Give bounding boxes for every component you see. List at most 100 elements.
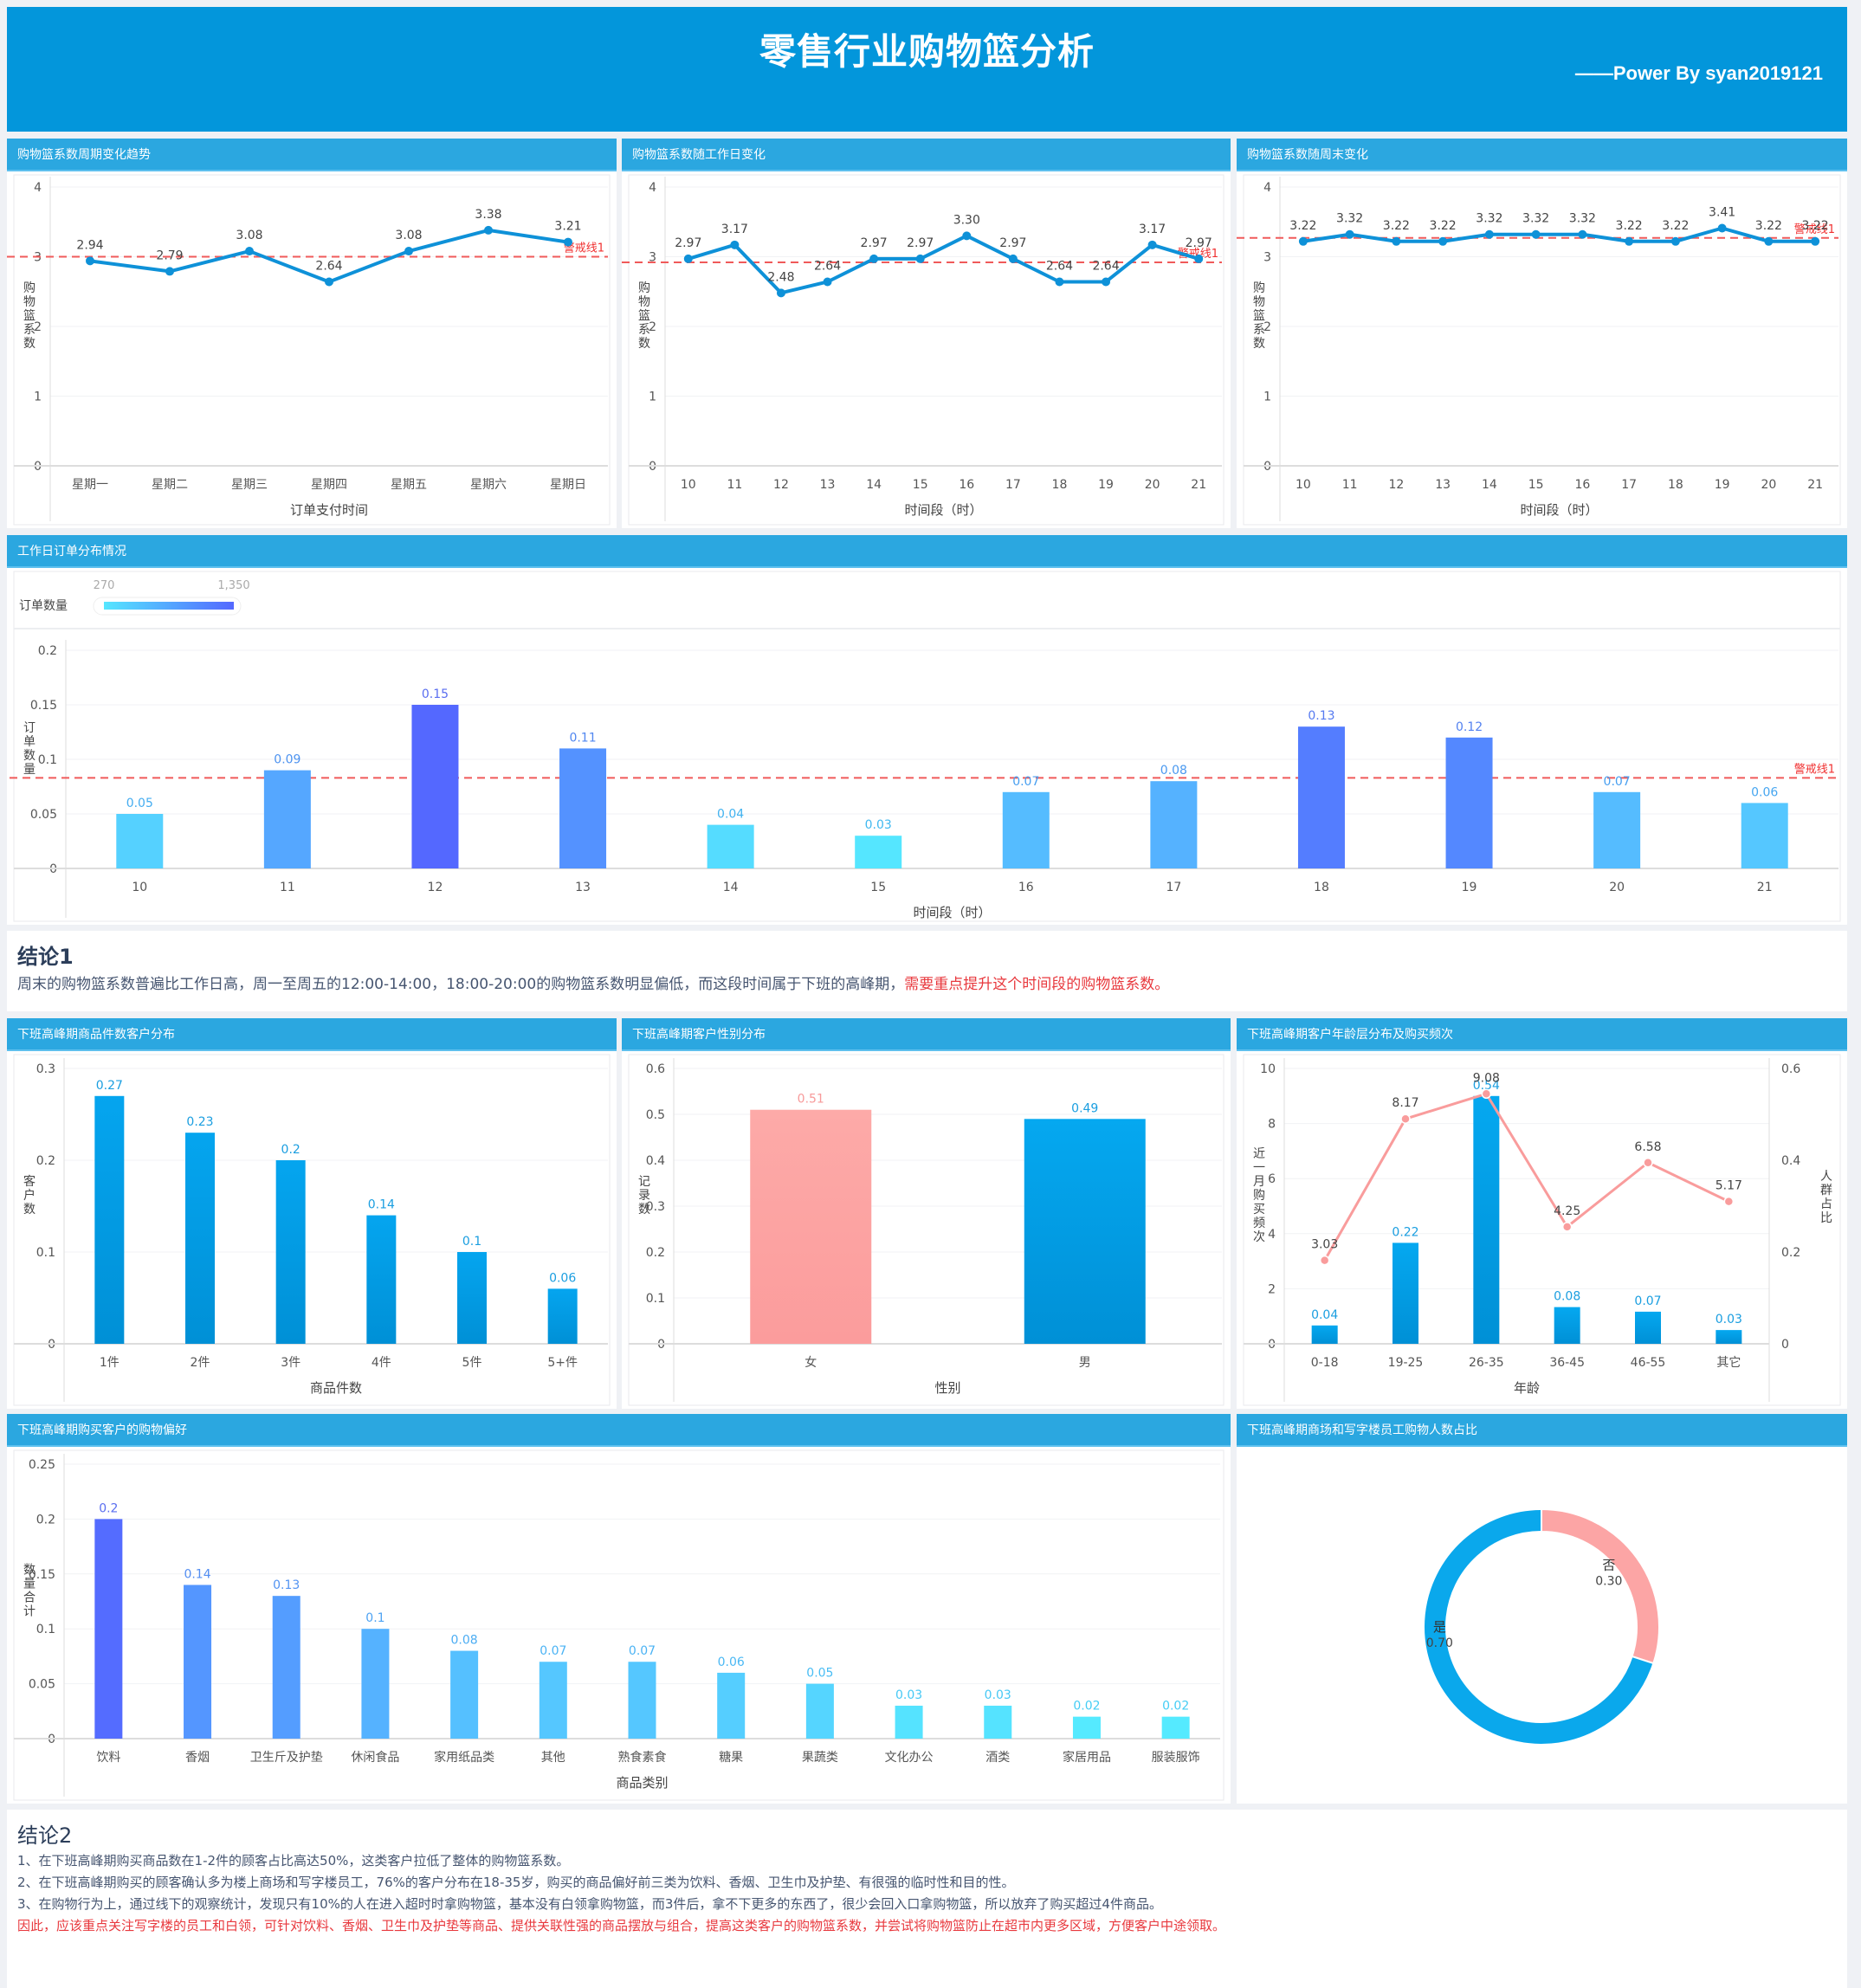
x-tick-label: 5+件 [547,1356,578,1370]
x-axis-title: 商品类别 [616,1775,668,1791]
y-axis-title-char: 数 [1253,337,1265,351]
y-tick-label: 0.15 [29,1568,55,1582]
pie-slice [1423,1507,1655,1746]
x-tick-label: 12 [428,881,443,894]
bar-value-label: 0.07 [540,1644,566,1658]
data-label: 3.32 [1569,212,1596,226]
panel-order-distribution: 工作日订单分布情况 00.050.10.150.2订单数量10111213141… [7,535,1847,925]
conclusion-1-title: 结论1 [17,945,74,969]
y-axis-title-char: 量 [23,1578,36,1591]
y-tick-label: 0.3 [36,1062,55,1076]
x-tick-label: 男 [1079,1356,1091,1370]
bar [1161,1716,1190,1739]
data-label: 3.32 [1336,212,1363,226]
data-label: 2.97 [907,236,934,250]
y-tick-label: 3 [1263,251,1271,265]
y-tick-label: 2 [1268,1282,1276,1296]
y-axis-title-char: 购 [1253,1189,1265,1203]
bar-value-label: 0.15 [422,687,449,701]
bar [361,1629,390,1739]
x-tick-label: 饮料 [96,1751,120,1765]
data-point [1481,1088,1492,1100]
right-tick-label: 0.4 [1781,1154,1800,1168]
conclusion-2-title: 结论2 [17,1823,73,1848]
data-label: 3.22 [1430,219,1457,233]
weekend-chart: 01234购物篮系数101112131415161718192021时间段（时）… [1237,174,1841,526]
x-tick-label: 10 [681,478,696,492]
y-axis-title-char: 合 [23,1591,36,1605]
y-tick-label: 0.6 [646,1062,665,1076]
bar-value-label: 0.1 [365,1611,384,1625]
bar-value-label: 0.51 [798,1093,824,1107]
bar-value-label: 0.1 [462,1235,481,1249]
y-tick-label: 0.1 [36,1623,55,1636]
x-tick-label: 20 [1609,881,1625,894]
x-tick-label: 17 [1005,478,1021,492]
header-banner: 零售行业购物篮分析 ——Power By syan2019121 [7,7,1847,132]
data-point [1717,223,1727,233]
bar [559,748,607,868]
x-tick-label: 其它 [1716,1355,1741,1370]
right-axis-title-char: 比 [1820,1211,1832,1225]
data-label: 2.64 [315,259,342,273]
y-tick-label: 0.15 [30,699,57,713]
y-tick-label: 2 [649,320,656,334]
y-tick-label: 8 [1268,1118,1276,1132]
page-title: 零售行业购物篮分析 [759,30,1095,73]
plot-frame [13,174,611,526]
data-point [1345,229,1354,239]
y-axis-title-char: 录 [638,1189,650,1203]
bar [275,1160,306,1344]
x-tick-label: 12 [773,478,789,492]
data-label: 2.97 [861,236,888,250]
plot-frame [13,1449,1225,1801]
y-axis-title-char: 次 [1253,1230,1265,1244]
x-axis-title: 时间段（时） [1520,502,1598,518]
bar-value-label: 0.03 [865,818,892,832]
data-label: 3.22 [1755,219,1782,233]
y-tick-label: 0.1 [38,753,57,767]
y-axis-title-char: 篮 [1253,309,1265,323]
bar-value-label: 0.04 [1311,1308,1338,1322]
x-tick-label: 21 [1757,881,1773,894]
bar [1473,1095,1500,1344]
x-tick-label: 18 [1052,478,1068,492]
y-axis-title-char: 买 [1253,1203,1265,1217]
right-axis-title-char: 人 [1820,1170,1832,1184]
x-tick-label: 酒类 [985,1751,1010,1765]
conclusion-2-line: 1、在下班高峰期购买商品数在1-2件的顾客占比高达50%，这类客户拉低了整体的购… [17,1853,570,1869]
data-point [869,254,879,263]
data-point [86,256,94,266]
x-tick-label: 16 [1574,478,1590,492]
bar [1445,737,1493,868]
workday-chart: 01234购物篮系数101112131415161718192021时间段（时）… [622,174,1225,526]
data-point [1625,236,1634,246]
y-axis-title-char: 购 [23,281,36,295]
y-tick-label: 4 [649,181,656,195]
data-point [1194,254,1204,263]
x-axis-title: 时间段（时） [913,905,991,920]
data-point [1298,236,1308,246]
bar [1593,791,1641,868]
conclusion-1-body: 周末的购物篮系数普遍比工作日高，周一至周五的12:00-14:00，18:00-… [17,976,905,993]
data-point [730,240,740,249]
data-label: 3.22 [1802,219,1829,233]
data-label: 3.22 [1616,219,1643,233]
y-axis-title-char: 数 [23,337,36,351]
x-tick-label: 19 [1462,881,1477,894]
x-tick-label: 10 [1296,478,1311,492]
y-tick-label: 0.05 [30,808,57,822]
y-axis-title-char: 篮 [638,309,650,323]
x-tick-label: 5件 [462,1356,482,1370]
x-axis-title: 年龄 [1514,1380,1540,1396]
y-axis-title-char: 订 [23,721,36,735]
bar [185,1133,215,1344]
data-point [1643,1158,1653,1168]
y-axis-title-char: 客 [23,1174,36,1189]
bar [450,1650,479,1739]
preference-chart: 00.050.10.150.20.25数量合计饮料香烟卫生斤及护垫休闲食品家用纸… [13,1449,1225,1801]
y-axis-title-char: 系 [23,323,36,337]
bar [272,1596,300,1739]
slice-label: 否 [1602,1557,1615,1572]
